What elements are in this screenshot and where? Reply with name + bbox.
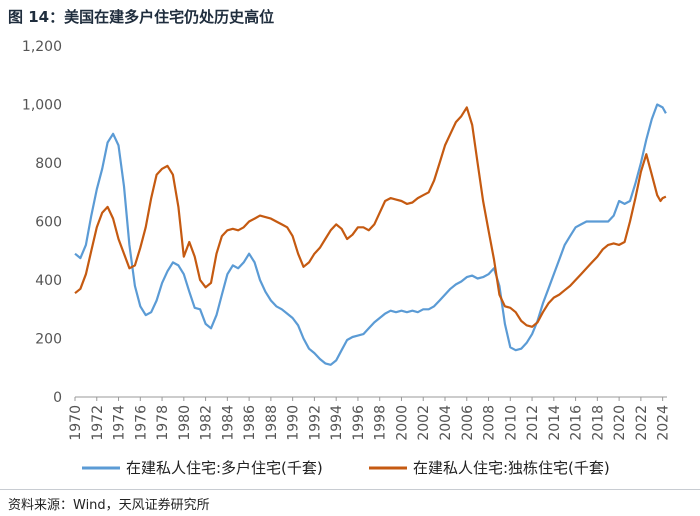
y-tick-label: 0: [53, 390, 62, 406]
series-line-1: [74, 103, 667, 366]
x-tick-label: 2006: [460, 405, 476, 441]
x-tick-label: 1976: [133, 405, 149, 441]
chart-title: 图 14：美国在建多户住宅仍处历史高位: [8, 8, 275, 26]
x-tick-label: 1992: [307, 405, 323, 441]
x-tick-label: 1980: [177, 405, 193, 441]
x-tick-label: 2022: [634, 405, 650, 441]
x-tick-label: 1972: [90, 405, 106, 441]
x-tick-label: 2014: [547, 405, 563, 441]
x-tick-label: 2010: [503, 405, 519, 441]
x-tick-label: 2002: [416, 405, 432, 441]
x-tick-label: 2018: [590, 405, 606, 441]
line-chart: 0 200 400 600 800 1,000 1,200 1970 1972 1974 1976…: [22, 39, 672, 477]
x-tick-label: 2008: [482, 405, 498, 441]
y-axis: 0 200 400 600 800 1,000 1,200: [22, 39, 62, 406]
x-tick-label: 2004: [438, 405, 454, 441]
x-tick-label: 1984: [220, 405, 236, 441]
x-tick-label: 1970: [68, 405, 84, 441]
x-tick-label: 1996: [351, 405, 367, 441]
legend: 在建私人住宅:多户住宅(千套) 在建私人住宅:独栋住宅(千套): [82, 459, 610, 477]
x-tick-label: 2012: [525, 405, 541, 441]
source-note: 资料来源：Wind，天风证券研究所: [8, 498, 210, 513]
y-tick-label: 1,200: [22, 39, 62, 55]
y-tick-label: 200: [35, 332, 62, 348]
x-tick-label: 2000: [394, 405, 410, 441]
y-tick-label: 1,000: [22, 98, 62, 114]
x-tick-label: 1990: [286, 405, 302, 441]
series-line-2: [74, 106, 667, 328]
series-group: [74, 103, 667, 366]
x-tick-label: 1994: [329, 405, 345, 441]
x-tick-label: 1986: [242, 405, 258, 441]
y-tick-label: 600: [35, 215, 62, 231]
y-tick-label: 800: [35, 156, 62, 172]
y-tick-label: 400: [35, 273, 62, 289]
x-tick-label: 2016: [569, 405, 585, 441]
x-tick-label: 2020: [612, 405, 628, 441]
legend-label-1: 在建私人住宅:多户住宅(千套): [126, 459, 323, 477]
x-tick-label: 2024: [656, 405, 672, 441]
x-tick-label: 1978: [155, 405, 171, 441]
x-tick-label: 1974: [112, 405, 128, 441]
x-tick-label: 1988: [264, 405, 280, 441]
legend-label-2: 在建私人住宅:独栋住宅(千套): [413, 459, 610, 477]
footer-divider: [0, 489, 700, 490]
x-tick-label: 1998: [373, 405, 389, 441]
x-tick-label: 1982: [199, 405, 215, 441]
x-axis: 1970 1972 1974 1976 1978 1980 1982 1984 1986 1988…: [68, 396, 672, 441]
